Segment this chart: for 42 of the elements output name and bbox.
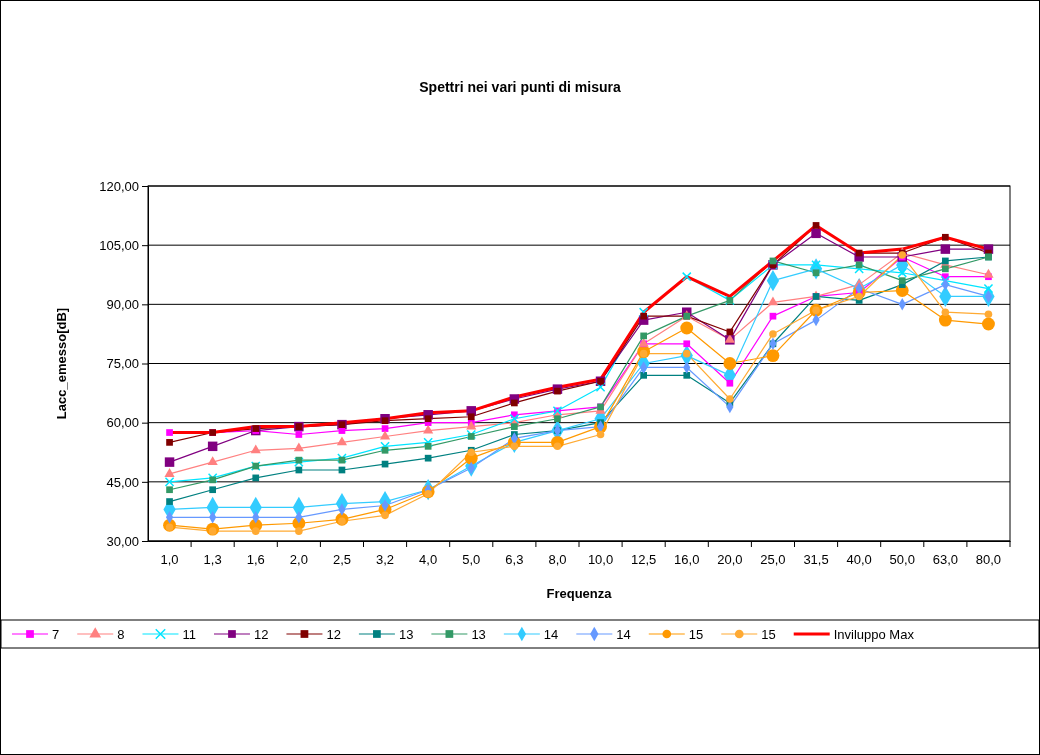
legend-label: 12 — [326, 627, 341, 642]
legend-label: 13 — [398, 627, 414, 642]
y-tick-label: 30,00 — [106, 533, 139, 549]
legend-label: Inviluppo Max — [833, 627, 915, 642]
x-tick-label: 50,0 — [889, 552, 915, 568]
legend-label: 14 — [616, 627, 631, 642]
x-tick-label: 40,0 — [846, 552, 872, 568]
x-tick-label: 1,6 — [246, 552, 265, 568]
legend-label: 11 — [182, 627, 196, 642]
y-tick-label: 105,00 — [99, 237, 139, 253]
x-tick-label: 16,0 — [674, 552, 700, 568]
y-tick-label: 75,00 — [106, 356, 139, 372]
x-tick-label: 1,0 — [160, 552, 179, 568]
x-tick-label: 6,3 — [505, 552, 524, 568]
legend-label: 14 — [543, 627, 559, 642]
x-tick-label: 1,3 — [203, 552, 222, 568]
x-tick-label: 4,0 — [419, 552, 438, 568]
x-tick-label: 12,5 — [630, 552, 657, 568]
legend-label: 13 — [471, 627, 486, 642]
x-axis-title: Frequenza — [546, 586, 613, 601]
legend-label: 15 — [688, 627, 704, 642]
x-tick-label: 80,0 — [975, 552, 1002, 568]
legend-label: 8 — [117, 627, 125, 642]
y-axis-title: Lacc_emesso[dB] — [54, 307, 69, 420]
y-tick-label: 120,00 — [99, 178, 139, 194]
x-tick-label: 63,0 — [932, 552, 959, 568]
x-tick-label: 10,0 — [587, 552, 614, 568]
x-tick-label: 3,2 — [376, 552, 395, 568]
y-tick-label: 60,00 — [106, 415, 139, 431]
legend-label: 15 — [761, 627, 776, 642]
x-tick-label: 25,0 — [760, 552, 786, 568]
chart-title: Spettri nei vari punti di misura — [419, 79, 621, 95]
x-tick-label: 8,0 — [548, 552, 567, 568]
legend-label: 7 — [52, 627, 60, 642]
y-tick-label: 90,00 — [106, 296, 139, 312]
x-tick-label: 20,0 — [717, 552, 743, 568]
x-tick-label: 2,0 — [289, 552, 308, 568]
x-tick-label: 5,0 — [462, 552, 481, 568]
y-tick-label: 45,00 — [106, 474, 139, 490]
legend-label: 12 — [253, 627, 269, 642]
x-tick-label: 31,5 — [803, 552, 829, 568]
x-tick-label: 2,5 — [332, 552, 351, 568]
